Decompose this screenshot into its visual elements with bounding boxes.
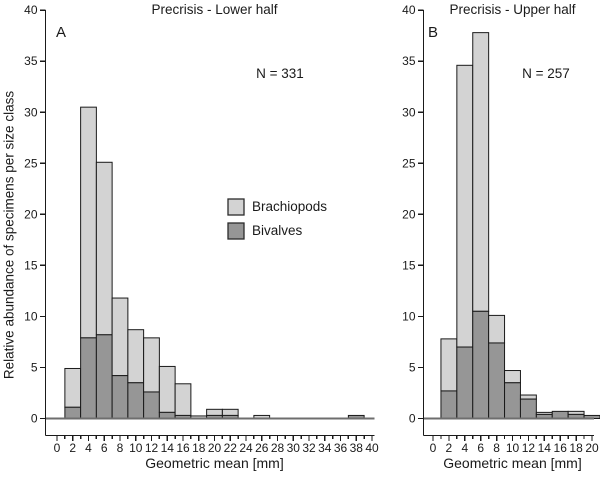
y-tick-label: 35 [402, 54, 416, 68]
bivalves-bar-segment [95, 334, 113, 419]
bivalves-bar-segment [472, 310, 490, 420]
x-tick-label: 16 [554, 441, 568, 455]
y-tick-label: 25 [402, 156, 416, 170]
y-tick-label: 0 [409, 412, 416, 426]
y-tick-label: 35 [24, 54, 38, 68]
panel-a-title: Precrisis - Lower half [151, 2, 278, 17]
x-tick-label: 8 [493, 441, 500, 455]
x-tick-label: 36 [334, 441, 348, 455]
x-tick-label: 4 [461, 441, 468, 455]
x-tick-label: 20 [585, 441, 599, 455]
bivalves-bar-segment [551, 410, 569, 420]
legend-swatch-bivalves [227, 222, 245, 240]
brachiopods-bar-segment [504, 370, 521, 384]
panel-a-sample-size: N = 331 [256, 66, 304, 81]
brachiopods-bar-segment [64, 367, 82, 408]
brachiopods-bar-segment [80, 106, 97, 339]
y-tick-label: 20 [402, 207, 416, 221]
x-tick-label: 6 [101, 441, 108, 455]
y-tick-label: 5 [409, 360, 416, 374]
y-axis-title: Relative abundance of specimens per size… [1, 90, 17, 380]
x-tick-label: 2 [446, 441, 453, 455]
x-tick-label: 6 [477, 441, 484, 455]
brachiopods-bar-segment [472, 32, 490, 312]
x-tick-label: 12 [522, 441, 536, 455]
x-tick-label: 26 [255, 441, 269, 455]
brachiopods-bar-segment [440, 338, 458, 392]
legend-label-brachiopods: Brachiopods [252, 199, 328, 214]
bivalves-bar-segment [64, 406, 82, 420]
x-tick-label: 18 [192, 441, 206, 455]
x-tick-label: 22 [224, 441, 238, 455]
brachiopods-bar-segment [127, 329, 145, 384]
brachiopods-bar-segment [519, 394, 537, 400]
y-tick-label: 5 [31, 360, 38, 374]
panel-b-title: Precrisis - Upper half [449, 2, 576, 17]
bivalves-bar-segment [143, 391, 160, 419]
x-tick-label: 12 [145, 441, 159, 455]
x-tick-label: 10 [506, 441, 520, 455]
y-tick-label: 20 [24, 207, 38, 221]
panel-b-letter: B [428, 24, 439, 41]
x-tick-label: 16 [176, 441, 190, 455]
bivalves-bar-segment [456, 346, 474, 420]
bivalves-bar-segment [111, 375, 129, 420]
x-tick-label: 28 [271, 441, 285, 455]
panel-a-x-axis-title: Geometric mean [mm] [145, 455, 284, 471]
brachiopods-bar-segment [206, 408, 223, 416]
x-tick-label: 4 [85, 441, 92, 455]
y-tick-label: 10 [24, 309, 38, 323]
x-tick-label: 32 [302, 441, 316, 455]
brachiopods-bar-segment [158, 365, 176, 413]
legend-swatch-brachiopods [227, 198, 245, 216]
bivalves-bar-segment [127, 382, 145, 420]
y-tick-label: 40 [24, 3, 38, 17]
brachiopods-bar-segment [221, 408, 239, 416]
x-tick-label: 24 [239, 441, 253, 455]
x-tick-label: 8 [117, 441, 124, 455]
y-tick-label: 0 [31, 412, 38, 426]
bivalves-bar-segment [504, 382, 521, 420]
brachiopods-bar-segment [456, 64, 474, 348]
x-tick-label: 30 [287, 441, 301, 455]
x-tick-label: 10 [129, 441, 143, 455]
y-tick-label: 40 [402, 3, 416, 17]
x-tick-label: 18 [569, 441, 583, 455]
brachiopods-bar-segment [111, 297, 129, 377]
y-tick-label: 15 [402, 258, 416, 272]
y-tick-label: 10 [402, 309, 416, 323]
y-tick-label: 15 [24, 258, 38, 272]
x-tick-label: 34 [318, 441, 332, 455]
bivalves-bar-segment [488, 342, 506, 419]
brachiopods-bar-segment [174, 383, 192, 416]
panel-b-x-axis-title: Geometric mean [mm] [443, 455, 582, 471]
x-tick-label: 40 [365, 441, 379, 455]
brachiopods-bar-segment [143, 337, 160, 393]
x-tick-label: 0 [54, 441, 61, 455]
bivalves-bar-segment [519, 398, 537, 419]
x-tick-label: 20 [208, 441, 222, 455]
y-tick-label: 30 [402, 105, 416, 119]
x-tick-label: 14 [161, 441, 175, 455]
bivalves-bar-segment [80, 337, 97, 420]
brachiopods-bar-segment [95, 161, 113, 336]
brachiopods-bar-segment [488, 314, 506, 344]
panel-a-letter: A [56, 24, 67, 41]
x-tick-label: 0 [430, 441, 437, 455]
y-tick-label: 25 [24, 156, 38, 170]
x-tick-label: 38 [350, 441, 364, 455]
panel-b-sample-size: N = 257 [522, 66, 570, 81]
x-tick-label: 2 [69, 441, 76, 455]
x-tick-label: 14 [538, 441, 552, 455]
y-tick-label: 30 [24, 105, 38, 119]
legend-label-bivalves: Bivalves [252, 223, 303, 238]
bivalves-bar-segment [440, 390, 458, 419]
